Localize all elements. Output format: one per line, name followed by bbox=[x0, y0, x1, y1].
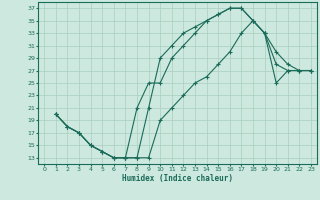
X-axis label: Humidex (Indice chaleur): Humidex (Indice chaleur) bbox=[122, 174, 233, 183]
